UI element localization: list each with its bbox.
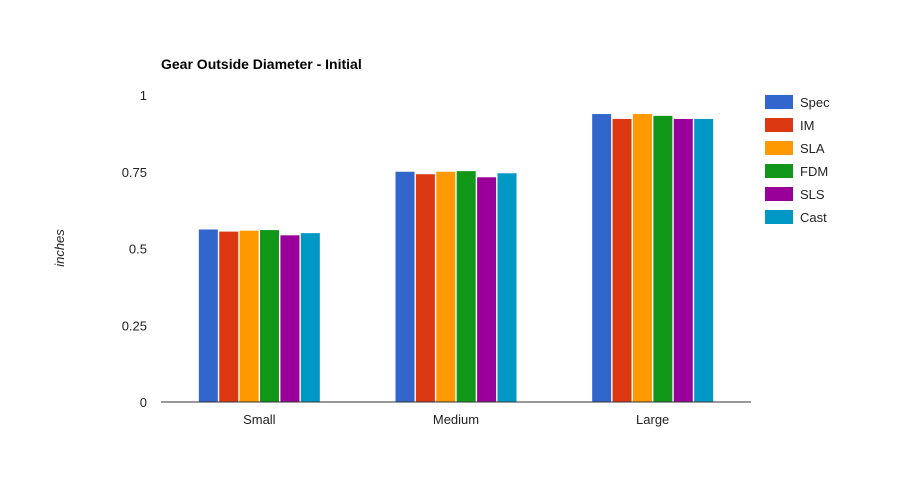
bar-fdm-medium: [456, 171, 476, 402]
bar-spec-small: [198, 229, 218, 402]
x-tick-label: Small: [243, 412, 276, 427]
bar-sls-large: [673, 118, 693, 402]
x-tick-label: Medium: [433, 412, 479, 427]
bar-sls-small: [280, 235, 300, 402]
bar-group: [198, 114, 714, 402]
legend-swatch-cast: [765, 210, 793, 224]
legend-label-cast: Cast: [800, 210, 827, 225]
y-tick-label: 1: [140, 88, 147, 103]
legend-label-sls: SLS: [800, 187, 825, 202]
legend-swatch-fdm: [765, 164, 793, 178]
bar-sla-large: [632, 114, 652, 402]
bar-im-large: [612, 118, 632, 402]
bar-sla-small: [239, 230, 259, 402]
y-tick-label: 0.75: [122, 165, 147, 180]
legend: Spec IM SLA FDM SLS Cast: [765, 95, 830, 225]
x-tick-label: Large: [636, 412, 669, 427]
legend-label-fdm: FDM: [800, 164, 828, 179]
chart-title: Gear Outside Diameter - Initial: [161, 56, 362, 72]
y-axis-ticks: 0 0.25 0.5 0.75 1: [122, 88, 147, 410]
legend-swatch-spec: [765, 95, 793, 109]
bar-im-small: [219, 231, 239, 402]
legend-swatch-sls: [765, 187, 793, 201]
bar-sla-medium: [436, 171, 456, 402]
bar-fdm-small: [260, 230, 280, 402]
y-tick-label: 0.25: [122, 318, 147, 333]
bar-im-medium: [415, 174, 435, 402]
legend-label-sla: SLA: [800, 141, 825, 156]
y-tick-label: 0: [140, 395, 147, 410]
legend-label-spec: Spec: [800, 95, 830, 110]
y-axis-label: inches: [52, 229, 67, 267]
legend-label-im: IM: [800, 118, 814, 133]
legend-swatch-im: [765, 118, 793, 132]
x-axis-ticks: Small Medium Large: [243, 412, 669, 427]
bar-fdm-large: [653, 115, 673, 402]
y-tick-label: 0.5: [129, 242, 147, 257]
bar-cast-large: [694, 118, 714, 402]
bar-cast-small: [300, 233, 320, 402]
bar-spec-large: [592, 114, 612, 402]
bar-spec-medium: [395, 171, 415, 402]
legend-swatch-sla: [765, 141, 793, 155]
bar-sls-medium: [477, 177, 497, 402]
bar-cast-medium: [497, 173, 517, 402]
